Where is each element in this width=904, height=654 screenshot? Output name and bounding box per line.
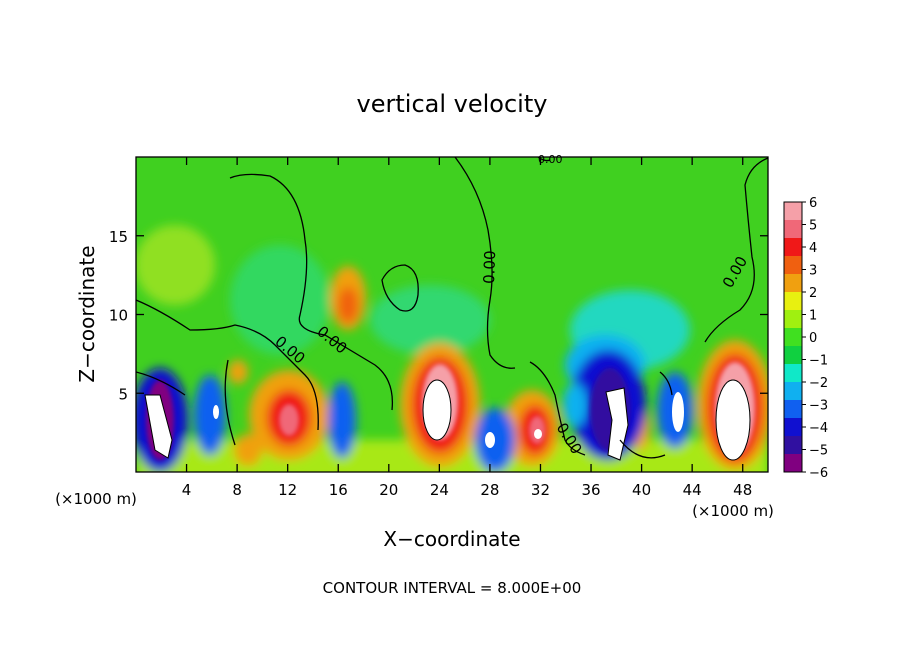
x-tick-label: 32 xyxy=(531,481,550,499)
y-tick-label: 5 xyxy=(118,385,128,403)
colorbar-swatch xyxy=(784,274,802,293)
colorbar-label: 5 xyxy=(809,219,817,234)
colorbar-swatch xyxy=(784,202,802,221)
y-axis: 5 10 15 xyxy=(109,228,768,403)
colorbar-label: −2 xyxy=(809,376,828,391)
colorbar-label: 6 xyxy=(809,196,817,211)
chart-title: vertical velocity xyxy=(357,90,548,118)
contour-label: 0.00 xyxy=(480,250,499,284)
x-tick-label: 28 xyxy=(480,481,499,499)
x-tick-label: 44 xyxy=(683,481,702,499)
colorbar-swatch xyxy=(784,400,802,419)
x-tick-label: 16 xyxy=(329,481,348,499)
colorbar-label: 3 xyxy=(809,264,817,279)
x-tick-label: 20 xyxy=(379,481,398,499)
y-axis-label: Z−coordinate xyxy=(75,245,99,382)
x-tick-label: 24 xyxy=(430,481,449,499)
colorbar-label: 4 xyxy=(809,241,817,256)
y-tick-label: 10 xyxy=(109,307,128,325)
x-tick-label: 12 xyxy=(278,481,297,499)
x-axis-label: X−coordinate xyxy=(383,527,520,551)
colorbar-label: −3 xyxy=(809,399,828,414)
colorbar-swatch xyxy=(784,418,802,437)
colorbar-swatch xyxy=(784,292,802,311)
colorbar-swatch xyxy=(784,436,802,455)
colorbar-swatch xyxy=(784,382,802,401)
colorbar-swatch xyxy=(784,346,802,365)
contour-lines xyxy=(136,157,768,459)
colorbar-swatch xyxy=(784,220,802,239)
colorbar-swatch xyxy=(784,238,802,257)
colorbar-label: −6 xyxy=(809,466,828,481)
colorbar-swatch xyxy=(784,454,802,473)
colorbar-swatch xyxy=(784,364,802,383)
x-unit-right: (×1000 m) xyxy=(692,502,774,520)
x-tick-label: 48 xyxy=(733,481,752,499)
x-tick-label: 4 xyxy=(182,481,192,499)
colorbar-label: 1 xyxy=(809,309,817,324)
x-tick-label: 8 xyxy=(232,481,242,499)
contour-interval-note: CONTOUR INTERVAL = 8.000E+00 xyxy=(323,579,582,597)
x-axis: 4 8 12 16 20 24 28 32 36 40 44 48 xyxy=(182,157,752,499)
colorbar-label: 0 xyxy=(809,331,817,346)
x-tick-label: 36 xyxy=(581,481,600,499)
colorbar-swatch xyxy=(784,310,802,329)
colorbar-swatch xyxy=(784,328,802,347)
x-unit-left: (×1000 m) xyxy=(55,490,137,508)
y-tick-label: 15 xyxy=(109,228,128,246)
x-tick-label: 40 xyxy=(632,481,651,499)
colorbar: 6 5 4 3 2 1 0 −1 −2 −3 −4 −5 −6 xyxy=(783,196,828,481)
colorbar-swatch xyxy=(784,256,802,275)
contour-label: 0.00 xyxy=(538,153,563,166)
heatmap-field xyxy=(136,157,768,472)
colorbar-label: −5 xyxy=(809,444,828,459)
colorbar-label: 2 xyxy=(809,286,817,301)
colorbar-label: −4 xyxy=(809,421,828,436)
colorbar-label: −1 xyxy=(809,354,828,369)
